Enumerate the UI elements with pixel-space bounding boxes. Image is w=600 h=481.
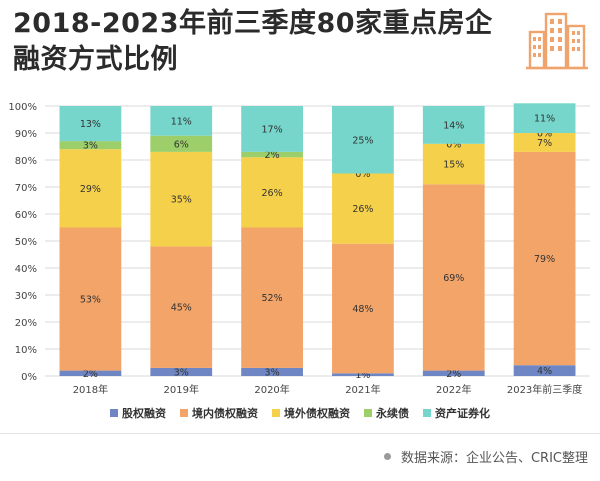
chart-legend: 股权融资 境内债权融资 境外债权融资 永续债 资产证券化 [0,405,600,421]
data-label: 0% [537,129,552,140]
data-label: 3% [83,141,98,152]
bar-segment [241,157,303,228]
bar-segment [513,133,576,152]
source-note: 数据来源：企业公告、CRIC整理 [383,447,588,466]
bar-segment [332,106,394,174]
y-tick-label: 80% [15,156,37,167]
y-tick-label: 70% [15,183,37,194]
y-tick-label: 100% [8,102,37,113]
data-label: 2% [446,369,461,380]
bar-segment [513,103,576,133]
bar-segment [422,370,485,376]
legend-label: 境内债权融资 [192,407,258,420]
y-tick-label: 20% [15,318,37,329]
bar-segment [241,367,303,376]
data-label: 0% [355,169,370,180]
y-tick-label: 90% [15,129,37,140]
data-label: 11% [534,114,555,125]
data-label: 3% [174,367,189,378]
x-tick-label: 2021年 [345,383,380,396]
source-text: 数据来源：企业公告、CRIC整理 [400,451,588,466]
bar-segment [150,106,213,136]
legend-swatch [364,409,372,417]
bar-segment [422,184,485,371]
bar-segment [59,106,122,142]
bar-segment [513,151,576,366]
bar-segment [150,135,213,152]
data-label: 52% [262,293,283,304]
bar-segment [332,173,394,244]
bar-segment [150,367,213,376]
data-label: 48% [352,304,373,315]
data-label: 14% [443,120,464,131]
bar-segment [332,243,394,374]
y-tick-label: 10% [15,345,37,356]
data-label: 26% [352,204,373,215]
data-label: 2% [265,150,280,161]
y-tick-label: 40% [15,264,37,275]
legend-swatch [423,409,431,417]
page-title: 2018-2023年前三季度80家重点房企融资方式比例 [13,8,493,75]
x-tick-label: 2018年 [73,383,108,396]
x-tick-label: 2019年 [164,383,199,396]
legend-swatch [110,409,118,417]
bar-segment [332,373,394,376]
data-label: 35% [171,195,192,206]
legend-swatch [180,409,188,417]
bar-segment [150,246,213,368]
bullet-dot-icon [383,453,391,460]
bar-segment [422,106,485,144]
legend-item: 境外债权融资 [272,405,350,421]
data-label: 6% [174,139,189,150]
bar-segment [59,149,122,228]
data-label: 11% [171,116,192,127]
y-tick-label: 0% [21,372,37,383]
legend-label: 股权融资 [122,407,166,420]
data-label: 7% [537,138,552,149]
legend-item: 股权融资 [110,405,166,421]
x-tick-label: 2022年 [436,383,471,396]
y-tick-label: 50% [15,237,37,248]
legend-label: 永续债 [376,407,409,420]
x-tick-label: 2020年 [254,383,289,396]
bar-segment [241,106,303,152]
divider [0,433,600,434]
bar-segment [422,143,485,185]
data-label: 79% [534,254,555,265]
data-label: 29% [80,184,101,195]
data-label: 15% [443,160,464,171]
bar-segment [59,141,122,150]
bar-segment [150,151,213,247]
bar-segment [513,365,576,376]
bar-segment [241,227,303,368]
data-label: 0% [446,139,461,150]
data-label: 1% [355,370,370,381]
legend-item: 资产证券化 [423,405,490,421]
legend-label: 境外债权融资 [284,407,350,420]
data-label: 45% [171,303,192,314]
bar-segment [59,227,122,371]
y-tick-label: 60% [15,210,37,221]
legend-swatch [272,409,280,417]
legend-item: 永续债 [364,405,409,421]
bar-segment [241,151,303,158]
y-tick-label: 30% [15,291,37,302]
data-label: 26% [262,188,283,199]
data-label: 25% [352,135,373,146]
buildings-icon [526,12,588,70]
x-tick-label: 2023年前三季度 [507,383,582,396]
bar-segment [59,370,122,376]
data-label: 17% [262,124,283,135]
stacked-bar-chart: 0% 10% 20% 30% 40% 50% 60% 70% 80% 90% 100% 2% 53% 29… [8,102,590,396]
legend-item: 境内债权融资 [180,405,258,421]
data-label: 53% [80,295,101,306]
data-label: 4% [537,366,552,377]
data-label: 69% [443,273,464,284]
legend-label: 资产证券化 [435,407,490,420]
data-label: 2% [83,369,98,380]
data-label: 3% [265,367,280,378]
data-label: 13% [80,119,101,130]
